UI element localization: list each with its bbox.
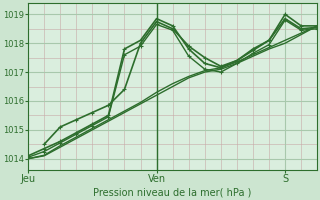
X-axis label: Pression niveau de la mer( hPa ): Pression niveau de la mer( hPa ) [93, 187, 252, 197]
